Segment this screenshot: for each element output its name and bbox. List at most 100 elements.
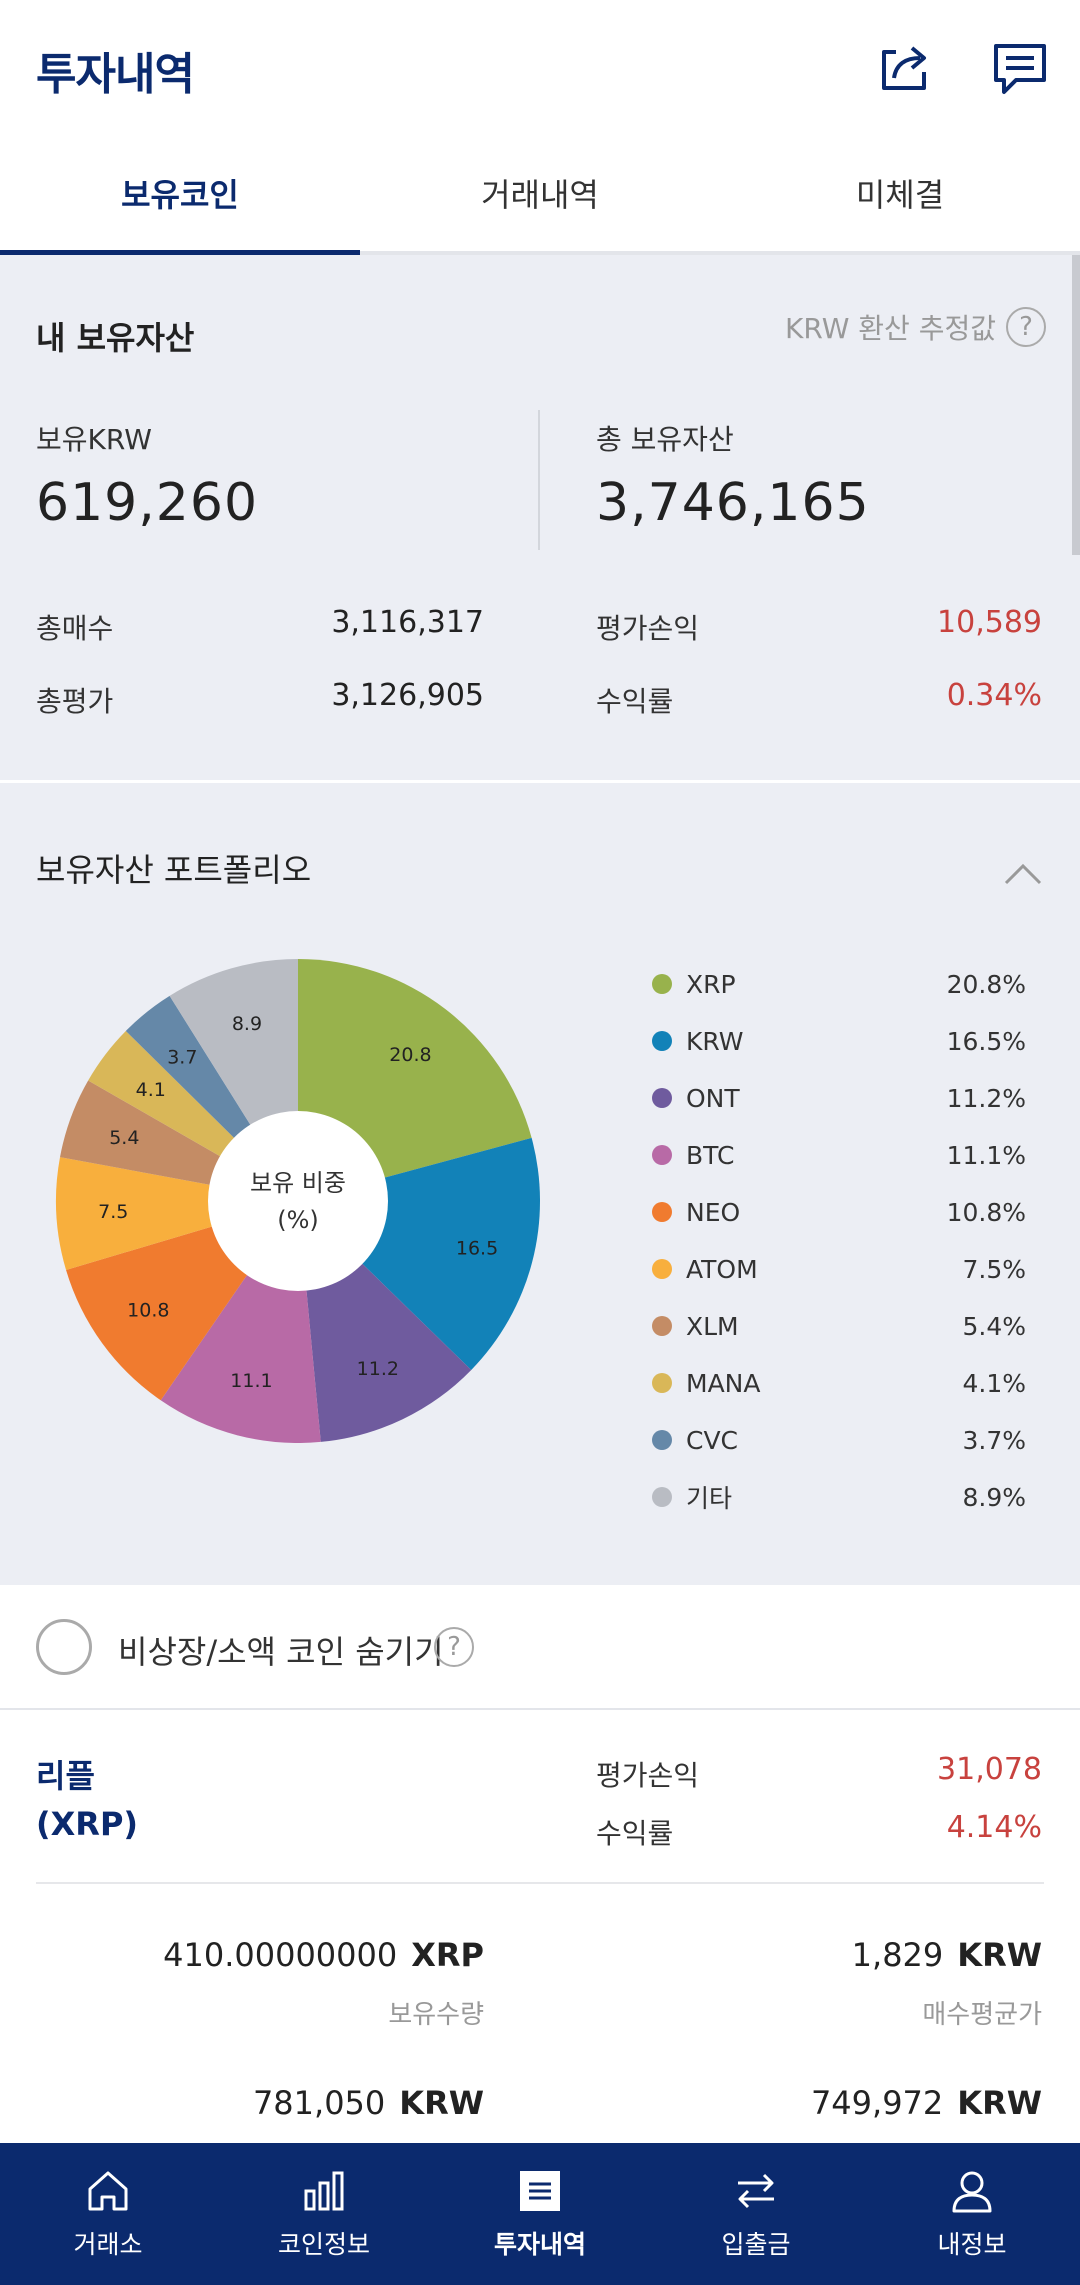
- transfer-icon: [738, 2173, 774, 2209]
- nav-label: 입출금: [721, 2230, 791, 2259]
- legend-color-dot: [652, 1031, 672, 1051]
- pie-center-label-1: 보유 비중: [250, 1169, 346, 1197]
- pnl-label: 평가손익: [596, 612, 700, 645]
- eval-amount: 781,050 KRW: [253, 2084, 484, 2122]
- coin-divider: [36, 1882, 1044, 1884]
- nav-label: 코인정보: [277, 2230, 370, 2259]
- avg-unit: KRW: [957, 1936, 1042, 1974]
- buy-amount: 749,972 KRW: [811, 2084, 1042, 2122]
- portfolio-title: 보유자산 포트폴리오: [36, 851, 312, 889]
- qty-value: 410.00000000: [163, 1936, 398, 1974]
- nav-label: 거래소: [73, 2230, 143, 2259]
- pie-slice-label: 7.5: [98, 1201, 128, 1223]
- legend-name: BTC: [686, 1140, 735, 1170]
- nav-label: 내정보: [937, 2230, 1007, 2259]
- coin-pnl-value: 31,078: [937, 1752, 1042, 1787]
- legend-percent: 3.7%: [962, 1425, 1026, 1455]
- coin-name: 리플 (XRP): [36, 1752, 138, 1848]
- legend-percent: 20.8%: [946, 969, 1026, 999]
- divider: [538, 410, 540, 550]
- app-header: 투자내역: [0, 0, 1080, 135]
- avg-label: 매수평균가: [922, 2000, 1042, 2030]
- legend-percent: 7.5%: [962, 1254, 1026, 1284]
- portfolio-section: 보유자산 포트폴리오 보유 비중 (%) 20.8 16.5 11.2 11.1 10.…: [0, 783, 1080, 1585]
- legend-color-dot: [652, 1430, 672, 1450]
- nav-exchange[interactable]: 거래소: [0, 2143, 216, 2285]
- legend-name: ONT: [686, 1083, 740, 1113]
- legend-percent: 16.5%: [946, 1026, 1026, 1056]
- asset-summary: 내 보유자산 KRW 환산 추정값 ? 보유KRW 619,260 총 보유자산…: [0, 255, 1080, 780]
- legend-color-dot: [652, 1316, 672, 1336]
- legend-color-dot: [652, 1202, 672, 1222]
- page-title: 투자내역: [36, 49, 195, 100]
- pie-center-label-2: (%): [277, 1206, 319, 1234]
- coin-pnl-label: 평가손익: [596, 1759, 700, 1792]
- legend-color-dot: [652, 974, 672, 994]
- hide-small-coins-row[interactable]: 비상장/소액 코인 숨기기 ?: [0, 1585, 1080, 1710]
- share-icon[interactable]: [874, 38, 934, 98]
- legend-name: NEO: [686, 1197, 741, 1227]
- legend-name: 기타: [686, 1484, 733, 1513]
- legend-name: MANA: [686, 1368, 761, 1398]
- pie-slice-label: 3.7: [167, 1047, 197, 1069]
- hide-small-coins-radio[interactable]: [36, 1619, 92, 1675]
- avg-price-amount: 1,829 KRW: [852, 1936, 1042, 1974]
- nav-deposit-withdraw[interactable]: 입출금: [648, 2143, 864, 2285]
- legend-item: BTC 11.1%: [652, 1135, 1026, 1175]
- qty-label: 보유수량: [388, 2000, 484, 2030]
- summary-title: 내 보유자산: [36, 319, 195, 357]
- coin-symbol: (XRP): [36, 1805, 139, 1843]
- section-divider: [0, 780, 1080, 783]
- legend-name: XRP: [686, 969, 736, 999]
- legend-percent: 5.4%: [962, 1311, 1026, 1341]
- scrollbar[interactable]: [1072, 255, 1080, 555]
- legend-percent: 10.8%: [946, 1197, 1026, 1227]
- coin-rate-label: 수익률: [596, 1817, 674, 1850]
- legend-item: ATOM 7.5%: [652, 1249, 1026, 1289]
- pnl-value: 10,589: [937, 605, 1042, 640]
- bottom-nav: 거래소 코인정보 투자내역 입출금 내정보: [0, 2143, 1080, 2285]
- legend-item: XRP 20.8%: [652, 964, 1026, 1004]
- krw-estimate-note[interactable]: KRW 환산 추정값 ?: [785, 307, 1046, 347]
- tab-history[interactable]: 거래내역: [481, 176, 599, 214]
- legend-item: CVC 3.7%: [652, 1420, 1026, 1460]
- nav-coin-info[interactable]: 코인정보: [216, 2143, 432, 2285]
- eval-unit: KRW: [399, 2084, 484, 2122]
- chevron-up-icon[interactable]: [1002, 853, 1044, 895]
- legend-color-dot: [652, 1259, 672, 1279]
- coin-rate-value: 4.14%: [946, 1810, 1042, 1845]
- held-krw-value: 619,260: [36, 473, 259, 533]
- help-icon[interactable]: ?: [434, 1627, 474, 1667]
- total-assets-value: 3,746,165: [596, 473, 870, 533]
- tab-pending[interactable]: 미체결: [855, 176, 945, 214]
- legend-color-dot: [652, 1487, 672, 1507]
- chat-icon[interactable]: [990, 38, 1050, 98]
- help-icon[interactable]: ?: [1006, 307, 1046, 347]
- total-eval-label: 총평가: [36, 685, 114, 718]
- buy-unit: KRW: [957, 2084, 1042, 2122]
- legend-color-dot: [652, 1373, 672, 1393]
- tab-holdings[interactable]: 보유코인: [0, 135, 360, 255]
- legend-color-dot: [652, 1145, 672, 1165]
- pie-slice-label: 8.9: [232, 1013, 262, 1035]
- legend-percent: 8.9%: [962, 1482, 1026, 1512]
- coin-item-xrp[interactable]: 리플 (XRP) 평가손익 31,078 수익률 4.14% 410.00000…: [0, 1712, 1080, 2142]
- legend-percent: 11.2%: [946, 1083, 1026, 1113]
- nav-investments[interactable]: 투자내역: [432, 2143, 648, 2285]
- coin-name-korean: 리플: [36, 1757, 95, 1795]
- hide-small-coins-label: 비상장/소액 코인 숨기기: [118, 1633, 444, 1671]
- legend-percent: 4.1%: [962, 1368, 1026, 1398]
- total-assets-label: 총 보유자산: [596, 423, 734, 456]
- pie-slice-label: 20.8: [389, 1044, 431, 1066]
- eval-value: 781,050: [252, 2084, 386, 2122]
- legend-item: NEO 10.8%: [652, 1192, 1026, 1232]
- legend-name: ATOM: [686, 1254, 758, 1284]
- pie-center-hole: [208, 1111, 388, 1291]
- krw-note-label: KRW 환산 추정값: [785, 312, 996, 345]
- legend-item: KRW 16.5%: [652, 1021, 1026, 1061]
- buy-value: 749,972: [810, 2084, 944, 2122]
- legend-item: MANA 4.1%: [652, 1363, 1026, 1403]
- nav-my-info[interactable]: 내정보: [864, 2143, 1080, 2285]
- legend-name: CVC: [686, 1425, 739, 1455]
- pie-slice-label: 5.4: [109, 1127, 139, 1149]
